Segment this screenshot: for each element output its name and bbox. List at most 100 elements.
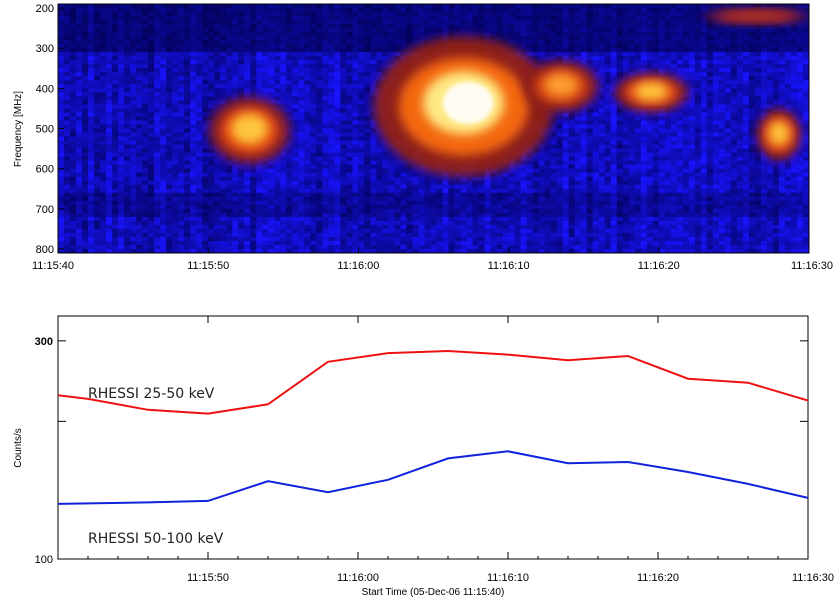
- spectrogram-cell: [172, 88, 179, 93]
- spectrogram-cell: [250, 44, 257, 49]
- spectrogram-cell: [232, 248, 239, 253]
- spectrogram-cell: [334, 204, 341, 210]
- spectrogram-cell: [94, 140, 101, 146]
- spectrogram-cell: [148, 204, 155, 210]
- spectrogram-cell: [340, 108, 347, 114]
- spectrogram-cell: [334, 248, 341, 253]
- spectrogram-cell: [478, 236, 486, 242]
- spectrogram-cell: [412, 40, 420, 45]
- spectrogram-cell: [418, 200, 426, 206]
- spectrogram-cell: [388, 24, 396, 29]
- spectrogram-cell: [472, 212, 480, 218]
- spectrogram-cell: [244, 204, 251, 210]
- spectrogram-cell: [184, 140, 191, 146]
- spectrogram-cell: [388, 224, 396, 230]
- spectrogram-cell: [268, 172, 275, 178]
- spectrogram-cell: [430, 176, 438, 182]
- spectrogram-cell: [406, 28, 414, 33]
- spectrogram-cell: [490, 248, 498, 253]
- spectrogram-cell: [268, 4, 275, 9]
- spectrogram-cell: [316, 132, 323, 138]
- spectrogram-cell: [412, 32, 420, 37]
- spectrogram-cell: [202, 84, 209, 89]
- spectrogram-cell: [334, 8, 341, 13]
- spectrogram-cell: [88, 56, 95, 61]
- spectrogram-cell: [136, 164, 143, 170]
- spectrogram-cell: [358, 28, 366, 33]
- spectrogram-cell: [520, 160, 528, 166]
- spectrogram-cell: [352, 188, 359, 194]
- spectrogram-cell: [100, 4, 107, 9]
- spectrogram-cell: [316, 220, 323, 226]
- spectrogram-cell: [430, 20, 438, 25]
- spectrogram-cell: [112, 140, 119, 146]
- spectrogram-cell: [274, 48, 281, 53]
- spectrogram-cell: [226, 72, 233, 77]
- spectrogram-cell: [436, 184, 444, 190]
- spectrogram-cell: [352, 48, 359, 53]
- spectrogram-cell: [502, 204, 510, 210]
- spectrogram-cell: [394, 168, 402, 174]
- spectrogram-cell: [262, 180, 269, 186]
- spectrogram-cell: [346, 192, 353, 198]
- spectrogram-cell: [418, 248, 426, 253]
- spectrogram-cell: [256, 44, 263, 49]
- spectrogram-cell: [466, 16, 474, 21]
- spectrogram-cell: [244, 228, 251, 234]
- spectrogram-cell: [214, 88, 221, 93]
- spectrogram-cell: [148, 220, 155, 226]
- spectrogram-cell: [352, 96, 359, 101]
- spectrogram-cell: [148, 132, 155, 138]
- spectrogram-cell: [226, 76, 233, 81]
- spectrogram-cell: [178, 52, 185, 57]
- spectrogram-cell: [382, 148, 390, 154]
- spectrogram-cell: [352, 116, 359, 122]
- spectrogram-cell: [310, 208, 317, 214]
- spectrogram-cell: [70, 168, 77, 174]
- spectrogram-cell: [298, 60, 305, 65]
- spectrogram-cell: [352, 52, 359, 57]
- spectrogram-cell: [202, 92, 209, 97]
- spectrogram-cell: [184, 56, 191, 61]
- spectrogram-cell: [82, 12, 89, 17]
- spectrogram-cell: [82, 104, 89, 110]
- spectrogram-cell: [394, 228, 402, 234]
- spectrogram-cell: [316, 244, 323, 250]
- spectrogram-cell: [196, 104, 203, 110]
- spectrogram-cell: [58, 144, 65, 150]
- spectrogram-cell: [352, 8, 359, 13]
- spectrogram-cell: [64, 8, 71, 13]
- spectrogram-cell: [346, 116, 353, 122]
- spectrogram-cell: [58, 224, 65, 230]
- spectrogram-cell: [226, 208, 233, 214]
- spectrogram-cell: [490, 200, 498, 206]
- spectrogram-cell: [112, 220, 119, 226]
- spectrogram-cell: [94, 220, 101, 226]
- spectrogram-cell: [250, 4, 257, 9]
- spectrogram-cell: [304, 160, 311, 166]
- spectrogram-cell: [298, 196, 305, 202]
- spectrogram-cell: [502, 20, 510, 25]
- spectrogram-cell: [340, 144, 347, 150]
- spectrogram-cell: [118, 232, 125, 238]
- spectrogram-cell: [520, 216, 528, 222]
- spectrogram-cell: [160, 168, 167, 174]
- spectrogram-cell: [178, 224, 185, 230]
- spectrogram-cell: [370, 220, 378, 226]
- spectrogram-cell: [118, 124, 125, 130]
- spectrogram-cell: [250, 24, 257, 29]
- spectrogram-cell: [412, 172, 420, 178]
- spectrogram-cell: [94, 192, 101, 198]
- spectrogram-cell: [304, 44, 311, 49]
- spectrogram-cell: [94, 200, 101, 206]
- spectrogram-cell: [100, 132, 107, 138]
- spectrogram-cell: [496, 244, 504, 250]
- spectrogram-cell: [244, 68, 251, 73]
- spectrogram-cell: [160, 44, 167, 49]
- spectrogram-cell: [202, 164, 209, 170]
- spectrogram-cell: [166, 152, 173, 158]
- spectrogram-cell: [400, 164, 408, 170]
- spectrogram-cell: [178, 176, 185, 182]
- spectrogram-cell: [460, 12, 468, 17]
- spectrogram-cell: [358, 32, 366, 37]
